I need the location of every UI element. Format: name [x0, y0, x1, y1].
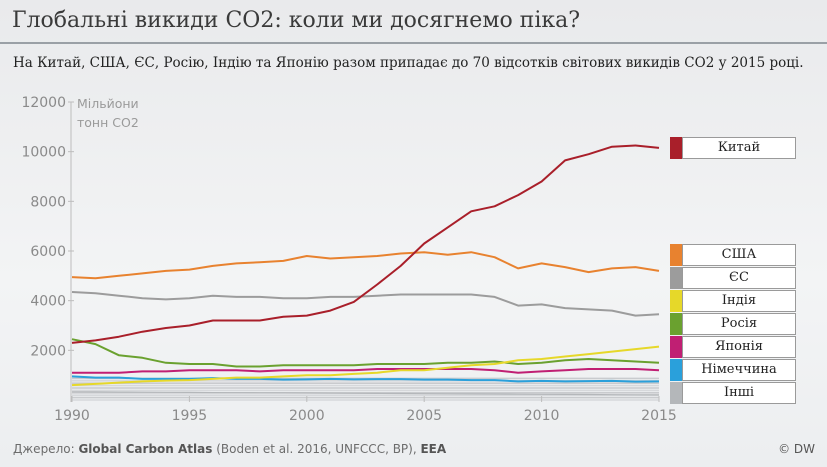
x-tick-label: 2010	[524, 408, 560, 424]
legend-label: Росія	[682, 313, 796, 335]
legend-item: США	[670, 244, 796, 266]
source-note: Джерело: Global Carbon Atlas (Boden et a…	[13, 442, 446, 456]
x-tick-label: 1995	[172, 408, 208, 424]
series-line-Японія	[72, 368, 660, 374]
legend-label: Німеччина	[682, 359, 796, 381]
x-tick-label: 2005	[406, 408, 442, 424]
y-ticks: 12000 10000 8000 6000 4000 2000	[21, 95, 74, 359]
legend-label: Японія	[682, 336, 796, 358]
legend-swatch	[670, 290, 682, 312]
y-tick-label: 4000	[30, 294, 66, 310]
series-line-Китай	[71, 144, 660, 344]
legend-label: Китай	[682, 137, 796, 159]
source-prefix: Джерело:	[13, 442, 79, 456]
legend-swatch	[670, 267, 682, 289]
source-refs: (Boden et al. 2016, UNFCCC, BP),	[212, 442, 421, 456]
legend-item: Японія	[670, 336, 796, 358]
y-tick-label: 8000	[30, 194, 66, 210]
page-subtitle: На Китай, США, ЄС, Росію, Індію та Японі…	[13, 55, 804, 71]
x-tick-label: 2015	[641, 408, 677, 424]
legend-item: Китай	[670, 137, 796, 159]
legend-swatch	[670, 137, 682, 159]
legend-swatch	[670, 244, 682, 266]
source-name: Global Carbon Atlas	[78, 442, 213, 456]
page-title: Глобальні викиди CO2: коли ми досягнемо …	[12, 8, 581, 33]
y-tick-label: 10000	[21, 145, 66, 161]
x-tick-label: 2000	[289, 408, 325, 424]
series-line-Індія	[71, 345, 660, 387]
y-tick-label: 12000	[21, 95, 66, 111]
legend-swatch	[670, 313, 682, 335]
legend-swatch	[670, 359, 682, 381]
x-tick-label: 1990	[54, 408, 90, 424]
series-line-Росія	[71, 338, 660, 368]
series-line-Інші	[71, 391, 660, 396]
series-line-США	[71, 251, 660, 280]
legend-swatch	[670, 382, 682, 404]
legend-label: ЄС	[682, 267, 796, 289]
y-axis-label-line1: Мільйони	[77, 96, 139, 111]
legend-label: Індія	[682, 290, 796, 312]
series-line-Німеччина	[71, 375, 660, 383]
y-axis-label-line2: тонн CO2	[77, 115, 139, 130]
legend-item: Росія	[670, 313, 796, 335]
series-line-ЄС	[71, 291, 660, 317]
emissions-line-chart: Мільйони тонн CO2 12000 10000 8000 6000 4000…	[21, 95, 677, 424]
legend-label: США	[682, 244, 796, 266]
source-eea: EEA	[420, 442, 447, 456]
legend-swatch	[670, 336, 682, 358]
dw-credit: © DW	[778, 442, 815, 456]
title-divider	[0, 42, 827, 44]
y-tick-label: 2000	[30, 343, 66, 359]
legend-label: Інші	[682, 382, 796, 404]
series-lines	[71, 144, 660, 396]
y-tick-label: 6000	[30, 244, 66, 260]
legend-item: Німеччина	[670, 359, 796, 381]
legend-item: ЄС	[670, 267, 796, 289]
legend-item: Індія	[670, 290, 796, 312]
x-ticks: 1990 1995 2000 2005 2010 2015	[54, 396, 677, 424]
legend-item: Інші	[670, 382, 796, 404]
